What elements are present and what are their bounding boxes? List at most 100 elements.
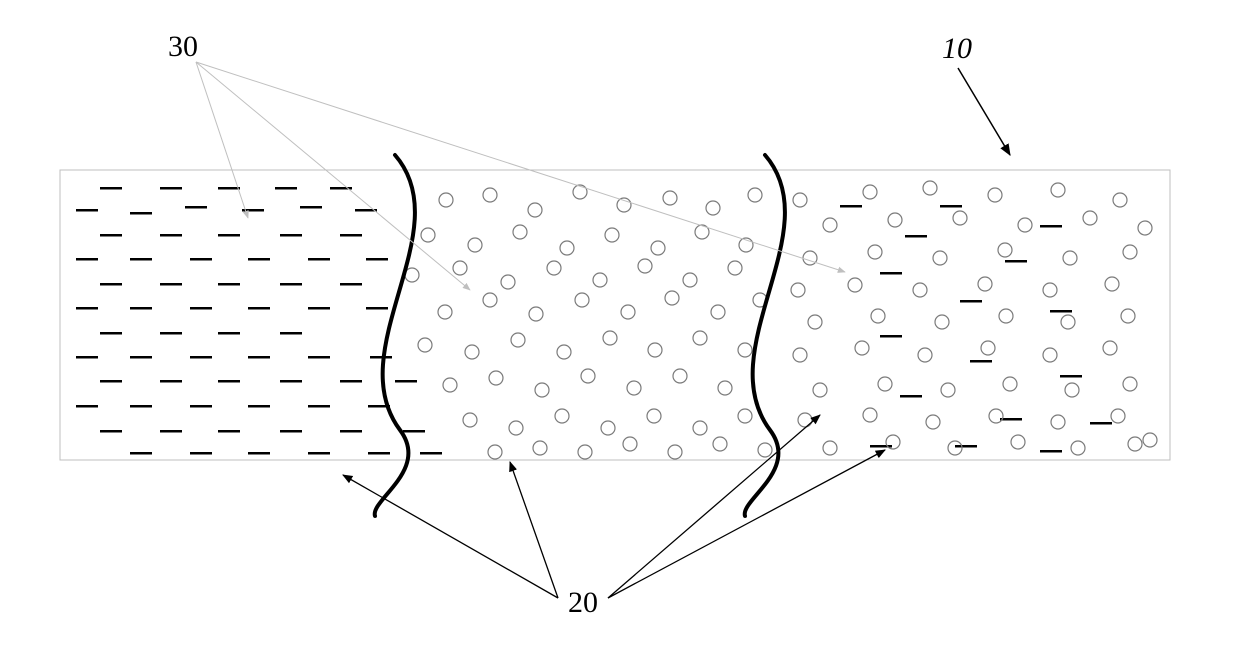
circle-texture bbox=[713, 437, 727, 451]
dash-texture bbox=[248, 258, 270, 261]
dash-texture bbox=[280, 332, 302, 335]
dash-texture bbox=[420, 452, 442, 455]
wave-boundary-1 bbox=[375, 155, 415, 516]
circle-texture bbox=[793, 193, 807, 207]
callout-arrow bbox=[196, 62, 470, 290]
callout-arrow bbox=[608, 450, 885, 598]
dash-texture bbox=[160, 430, 182, 433]
dash-texture bbox=[190, 356, 212, 359]
circle-texture bbox=[1123, 245, 1137, 259]
dash-texture bbox=[300, 206, 322, 209]
label-30: 30 bbox=[168, 30, 198, 63]
circle-texture bbox=[581, 369, 595, 383]
circle-texture bbox=[989, 409, 1003, 423]
dash-texture bbox=[160, 234, 182, 237]
circle-texture bbox=[988, 188, 1002, 202]
dash-texture bbox=[160, 380, 182, 383]
circle-texture bbox=[483, 188, 497, 202]
circle-texture bbox=[926, 415, 940, 429]
dash-texture bbox=[1090, 422, 1112, 425]
callout-20-left bbox=[343, 462, 558, 598]
circle-texture bbox=[453, 261, 467, 275]
circle-texture bbox=[978, 277, 992, 291]
dash-texture bbox=[130, 452, 152, 455]
callout-arrow bbox=[343, 475, 558, 598]
dash-texture bbox=[370, 356, 392, 359]
dash-texture bbox=[190, 307, 212, 310]
dash-texture bbox=[905, 235, 927, 238]
circle-texture bbox=[1011, 435, 1025, 449]
circle-texture bbox=[1061, 315, 1075, 329]
circle-texture bbox=[623, 437, 637, 451]
dash-texture bbox=[100, 380, 122, 383]
circle-texture bbox=[511, 333, 525, 347]
dash-texture bbox=[308, 356, 330, 359]
dash-texture bbox=[340, 234, 362, 237]
circle-texture bbox=[999, 309, 1013, 323]
circle-texture bbox=[513, 225, 527, 239]
dash-texture bbox=[403, 430, 425, 433]
dash-texture bbox=[160, 187, 182, 190]
circle-texture bbox=[863, 408, 877, 422]
circle-texture bbox=[888, 213, 902, 227]
circle-texture bbox=[547, 261, 561, 275]
circle-texture bbox=[738, 343, 752, 357]
dash-texture bbox=[218, 283, 240, 286]
dash-texture bbox=[160, 283, 182, 286]
dash-texture bbox=[160, 332, 182, 335]
circle-texture bbox=[528, 203, 542, 217]
dash-texture bbox=[130, 212, 152, 215]
circle-texture bbox=[918, 348, 932, 362]
circle-texture bbox=[711, 305, 725, 319]
callout-10 bbox=[958, 68, 1010, 155]
dash-texture bbox=[308, 452, 330, 455]
callout-arrow bbox=[196, 62, 248, 218]
circle-texture bbox=[468, 238, 482, 252]
circle-texture bbox=[693, 421, 707, 435]
circle-texture bbox=[1071, 441, 1085, 455]
circle-texture bbox=[871, 309, 885, 323]
circle-texture bbox=[483, 293, 497, 307]
dash-texture bbox=[955, 445, 977, 448]
circle-texture bbox=[605, 228, 619, 242]
dash-texture bbox=[218, 187, 240, 190]
circle-texture bbox=[1113, 193, 1127, 207]
circle-texture bbox=[913, 283, 927, 297]
circle-texture bbox=[1123, 377, 1137, 391]
dash-texture bbox=[130, 307, 152, 310]
dash-texture bbox=[248, 356, 270, 359]
circle-texture bbox=[529, 307, 543, 321]
circle-texture bbox=[560, 241, 574, 255]
dash-texture bbox=[190, 452, 212, 455]
dash-texture bbox=[130, 356, 152, 359]
circle-texture bbox=[953, 211, 967, 225]
circle-texture bbox=[823, 218, 837, 232]
dash-texture bbox=[100, 283, 122, 286]
circle-texture bbox=[648, 343, 662, 357]
circle-texture bbox=[848, 278, 862, 292]
circle-texture bbox=[443, 378, 457, 392]
dash-texture bbox=[76, 258, 98, 261]
dash-texture bbox=[218, 332, 240, 335]
circle-texture bbox=[981, 341, 995, 355]
circle-texture bbox=[557, 345, 571, 359]
circle-texture bbox=[668, 445, 682, 459]
dash-texture bbox=[1060, 375, 1082, 378]
dash-texture bbox=[248, 452, 270, 455]
circle-texture bbox=[948, 441, 962, 455]
circle-texture bbox=[1063, 251, 1077, 265]
circle-texture bbox=[621, 305, 635, 319]
dash-texture bbox=[880, 335, 902, 338]
dash-texture bbox=[130, 258, 152, 261]
circle-texture bbox=[573, 185, 587, 199]
region-dashes-left bbox=[76, 187, 442, 455]
dash-texture bbox=[308, 258, 330, 261]
dash-texture bbox=[76, 405, 98, 408]
circle-texture bbox=[1128, 437, 1142, 451]
circle-texture bbox=[601, 421, 615, 435]
label-20: 20 bbox=[568, 586, 598, 619]
circle-texture bbox=[813, 383, 827, 397]
dash-texture bbox=[368, 452, 390, 455]
circle-texture bbox=[575, 293, 589, 307]
dash-texture bbox=[880, 272, 902, 275]
